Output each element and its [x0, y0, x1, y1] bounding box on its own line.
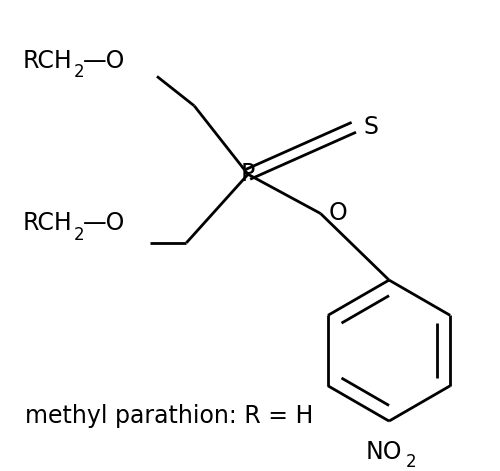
Text: O: O: [329, 202, 347, 226]
Text: P: P: [241, 162, 255, 187]
Text: 2: 2: [406, 453, 416, 471]
Text: RCH: RCH: [23, 49, 72, 73]
Text: 2: 2: [74, 64, 85, 81]
Text: methyl parathion: R = H: methyl parathion: R = H: [25, 404, 313, 428]
Text: NO: NO: [366, 440, 403, 464]
Text: RCH: RCH: [23, 211, 72, 236]
Text: 2: 2: [74, 226, 85, 244]
Text: —O: —O: [82, 49, 125, 73]
Text: S: S: [364, 115, 379, 139]
Text: —O: —O: [82, 211, 125, 236]
